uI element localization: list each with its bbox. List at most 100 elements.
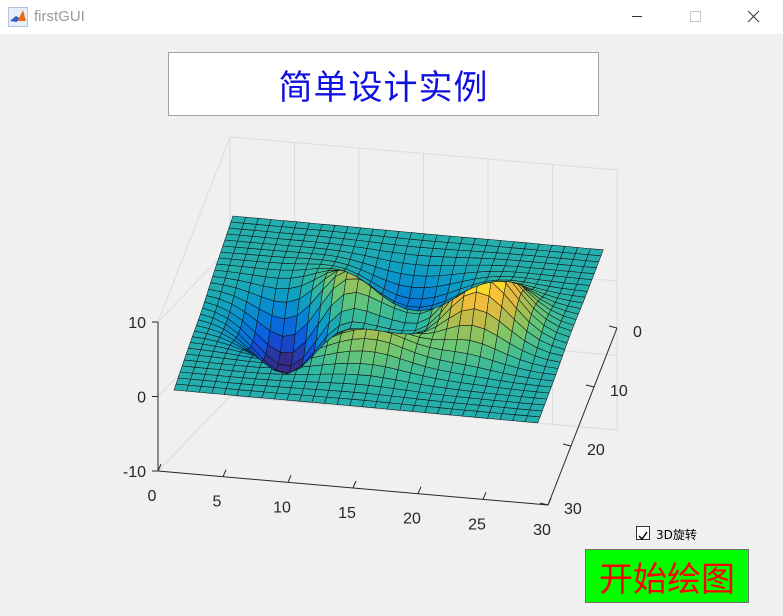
surface-patch xyxy=(524,242,540,251)
x-tick-label: 10 xyxy=(273,499,291,516)
y-tick xyxy=(608,325,618,329)
surface-patch xyxy=(343,373,359,385)
x-tick xyxy=(222,469,227,477)
surface-patch xyxy=(500,271,517,278)
start-plot-button[interactable]: 开始绘图 xyxy=(585,549,749,603)
surface-patch xyxy=(267,262,283,271)
surface-patch xyxy=(402,322,418,332)
surface-patch xyxy=(257,367,273,374)
surface-patch xyxy=(406,298,423,308)
surface-patch xyxy=(417,247,434,257)
window-title: firstGUI xyxy=(34,8,85,25)
surface-patch xyxy=(275,277,292,289)
surface-patch xyxy=(460,236,476,245)
surface-patch xyxy=(511,241,527,250)
surface-patch xyxy=(443,248,459,258)
x-tick-label: 30 xyxy=(533,522,551,539)
surface-patch xyxy=(276,386,292,395)
rotate3d-checkbox[interactable] xyxy=(636,526,650,541)
x-tick-label: 5 xyxy=(213,494,222,511)
surface-patch xyxy=(491,258,508,266)
x-tick-label: 0 xyxy=(148,488,157,505)
x-tick-label: 20 xyxy=(403,511,421,528)
surface-patch xyxy=(326,390,342,399)
surface-patch xyxy=(254,261,270,270)
surface-patch xyxy=(442,338,458,352)
x-tick xyxy=(417,486,422,494)
surface-patch xyxy=(347,350,363,364)
rotate3d-label: 3D旋转 xyxy=(656,528,697,542)
surface-patch xyxy=(411,275,427,288)
surface-patch xyxy=(319,223,336,232)
surface-patch xyxy=(370,228,387,237)
surface-patch xyxy=(288,387,305,396)
surface-patch xyxy=(332,362,349,375)
surface-patch xyxy=(280,373,296,382)
surface-patch xyxy=(358,227,374,236)
surface-patch xyxy=(400,262,417,276)
surface-patch xyxy=(281,256,298,264)
surface-patch xyxy=(340,383,357,393)
grid-line xyxy=(157,395,231,472)
y-tick-label: 0 xyxy=(633,324,642,341)
surface-patch xyxy=(292,374,309,382)
surface-patch xyxy=(253,378,269,387)
surface-patch xyxy=(468,250,485,259)
checkmark-icon xyxy=(638,531,648,541)
window-titlebar: firstGUI xyxy=(0,0,783,34)
page-title: 简单设计实例 xyxy=(278,67,489,108)
surface-patch xyxy=(355,374,372,386)
surface-patch xyxy=(415,255,432,266)
surface-patch xyxy=(271,300,288,320)
surface-patch xyxy=(324,396,340,405)
surface-patch xyxy=(562,246,579,254)
surface-patch xyxy=(453,257,470,266)
surface-patch xyxy=(313,389,330,398)
minimize-icon[interactable] xyxy=(614,0,660,34)
x-tick xyxy=(352,480,357,489)
y-tick-label: 30 xyxy=(564,501,582,518)
surface-patch xyxy=(280,333,296,353)
surface-patch xyxy=(432,241,449,250)
surface-patch xyxy=(330,373,346,384)
z-tick-label: -10 xyxy=(123,464,146,481)
surface-patch xyxy=(409,286,425,300)
surface-mesh xyxy=(173,215,604,424)
surface-patch xyxy=(428,255,444,266)
y-tick xyxy=(585,384,595,388)
surface-patch xyxy=(345,362,361,375)
surface-patch xyxy=(265,268,281,279)
surface-patch xyxy=(317,373,334,383)
surface-patch xyxy=(362,338,378,353)
z-tick-label: 0 xyxy=(137,390,146,407)
surface-patch xyxy=(458,243,474,252)
surface-patch xyxy=(390,251,406,264)
surface-patch xyxy=(268,219,285,227)
start-plot-label: 开始绘图 xyxy=(599,559,735,600)
surface-patch xyxy=(267,373,284,381)
close-icon[interactable] xyxy=(730,0,776,34)
surface-patch xyxy=(430,248,447,258)
surface-patch xyxy=(409,232,425,241)
surface-patch xyxy=(481,251,498,260)
surface-patch xyxy=(383,229,400,239)
surface-patch xyxy=(402,253,419,265)
surface-patch xyxy=(281,220,298,229)
surface-patch xyxy=(301,388,317,397)
y-tick xyxy=(562,443,572,447)
surface-patch xyxy=(278,351,294,367)
x-tick xyxy=(287,475,292,483)
surface-patch xyxy=(434,234,451,243)
surface-patch xyxy=(353,383,369,394)
surface-patch xyxy=(454,338,471,354)
grid-line xyxy=(157,136,231,323)
maximize-icon[interactable] xyxy=(672,0,718,34)
surface-patch xyxy=(456,324,473,341)
surface-patch xyxy=(549,244,566,253)
surface-patch xyxy=(338,390,355,400)
x-tick xyxy=(547,497,552,506)
surface-patch xyxy=(413,264,429,277)
x-tick-label: 25 xyxy=(468,516,486,533)
